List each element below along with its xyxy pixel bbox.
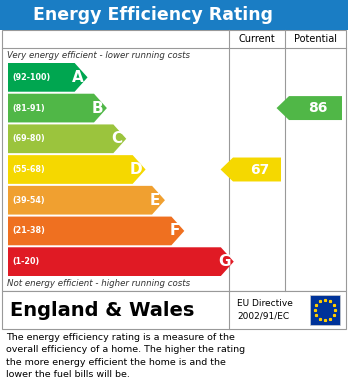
Text: The energy efficiency rating is a measure of the
overall efficiency of a home. T: The energy efficiency rating is a measur… (6, 333, 245, 379)
Text: B: B (92, 100, 103, 116)
Text: F: F (169, 223, 180, 239)
Polygon shape (221, 158, 281, 181)
Text: (21-38): (21-38) (12, 226, 45, 235)
Text: Not energy efficient - higher running costs: Not energy efficient - higher running co… (7, 280, 190, 289)
Text: EU Directive: EU Directive (237, 300, 293, 308)
Polygon shape (8, 186, 165, 215)
Polygon shape (8, 124, 126, 153)
Polygon shape (8, 217, 184, 245)
Text: 86: 86 (308, 101, 327, 115)
Text: (39-54): (39-54) (12, 196, 45, 205)
Text: (69-80): (69-80) (12, 134, 45, 143)
Text: (92-100): (92-100) (12, 73, 50, 82)
Polygon shape (8, 247, 234, 276)
Bar (2, 30, 346, 291)
Bar (0, 0, 348, 30)
Text: A: A (72, 70, 84, 85)
Text: 2002/91/EC: 2002/91/EC (237, 312, 289, 321)
Text: England & Wales: England & Wales (10, 301, 195, 319)
Text: D: D (129, 162, 142, 177)
Text: C: C (111, 131, 122, 146)
Text: E: E (150, 193, 160, 208)
Bar (310, 295, 340, 325)
Bar (2, 291, 346, 329)
Text: G: G (218, 254, 230, 269)
Text: (1-20): (1-20) (12, 257, 39, 266)
Text: Current: Current (239, 34, 275, 44)
Text: Potential: Potential (294, 34, 337, 44)
Text: Energy Efficiency Rating: Energy Efficiency Rating (33, 6, 273, 24)
Polygon shape (8, 63, 88, 92)
Polygon shape (277, 96, 342, 120)
Text: (81-91): (81-91) (12, 104, 45, 113)
Polygon shape (8, 155, 145, 184)
Polygon shape (8, 94, 107, 122)
Text: (55-68): (55-68) (12, 165, 45, 174)
Text: Very energy efficient - lower running costs: Very energy efficient - lower running co… (7, 50, 190, 59)
Text: 67: 67 (250, 163, 270, 176)
